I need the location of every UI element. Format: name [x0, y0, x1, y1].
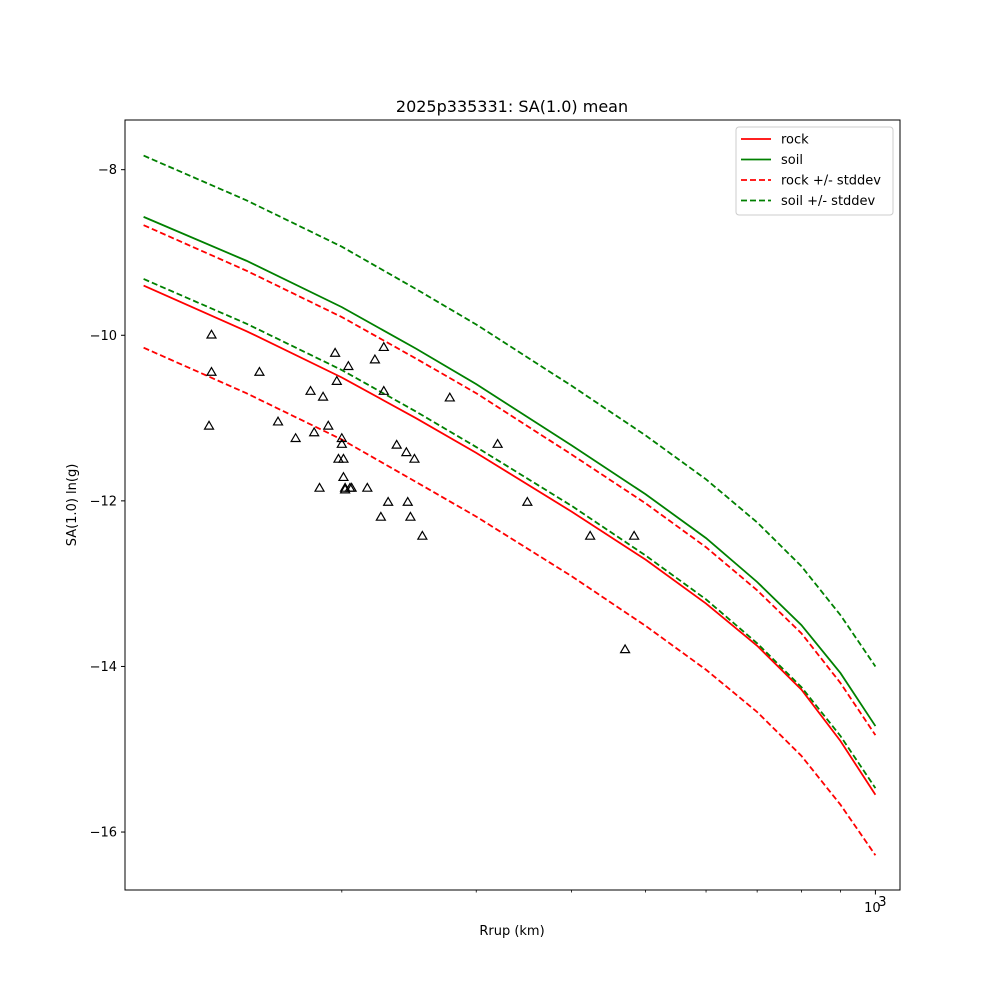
y-tick-label: −14 [90, 660, 117, 675]
legend-label: soil +/- stddev [781, 194, 876, 209]
observation-point [336, 432, 348, 443]
chart-title: 2025p335331: SA(1.0) mean [396, 97, 628, 116]
legend: rock soil rock +/- stddev soil +/- stddev [735, 126, 894, 216]
y-axis-label: SA(1.0) ln(g) [65, 464, 80, 547]
observation-point [342, 360, 354, 371]
observation-point [304, 385, 317, 395]
x-axis-ticks: 103 [341, 890, 887, 916]
observation-point [337, 453, 350, 463]
series-line-1 [143, 216, 877, 727]
series-line-2 [143, 224, 877, 736]
observation-point [336, 438, 348, 448]
series-line-3 [143, 346, 877, 856]
x-axis-label: Rrup (km) [479, 924, 544, 939]
observation-point [408, 453, 421, 463]
observation-point [382, 496, 394, 506]
series-layer [143, 154, 877, 856]
plot-frame [124, 119, 901, 891]
legend-box [735, 126, 894, 216]
y-tick-label: −12 [90, 494, 117, 509]
y-axis-ticks: −8 −10 −12 −14 −16 [90, 163, 125, 841]
observation-point [203, 420, 215, 430]
observation-point [331, 375, 343, 385]
observation-point [375, 511, 387, 521]
observation-point [584, 530, 596, 540]
observation-point [329, 347, 341, 357]
observation-point [322, 420, 334, 430]
observation-point [444, 391, 456, 402]
observation-point [402, 496, 414, 506]
observation-point [346, 482, 358, 492]
legend-label: rock +/- stddev [781, 174, 881, 189]
observation-point [378, 385, 390, 395]
observation-point [313, 482, 326, 492]
observation-point [253, 366, 265, 376]
observation-point [272, 416, 284, 426]
observation-point [205, 329, 218, 339]
observation-point [416, 530, 428, 540]
legend-label: rock [781, 133, 809, 148]
x-tick-label: 10 [864, 901, 881, 916]
observation-point [317, 391, 329, 401]
observation-point [619, 643, 631, 654]
y-tick-label: −16 [90, 826, 117, 841]
observation-point [361, 482, 373, 492]
observation-point [492, 438, 504, 448]
series-line-5 [143, 278, 877, 789]
observation-point [391, 439, 403, 449]
observation-point [308, 426, 320, 437]
legend-label: soil [781, 153, 803, 168]
x-tick-label-exponent: 3 [878, 895, 886, 910]
series-line-0 [143, 284, 877, 796]
observation-point [337, 471, 350, 482]
observations-layer [203, 329, 640, 654]
observation-point [404, 511, 416, 521]
observation-point [628, 530, 640, 540]
observation-point [400, 446, 412, 457]
observation-point [290, 432, 302, 443]
series-line-4 [143, 154, 877, 667]
plot-area [125, 120, 900, 890]
observation-point [205, 366, 218, 376]
observation-point [369, 353, 381, 364]
observation-point [521, 496, 533, 506]
observation-point [378, 341, 390, 352]
y-tick-label: −8 [98, 163, 117, 178]
y-tick-label: −10 [90, 329, 117, 344]
